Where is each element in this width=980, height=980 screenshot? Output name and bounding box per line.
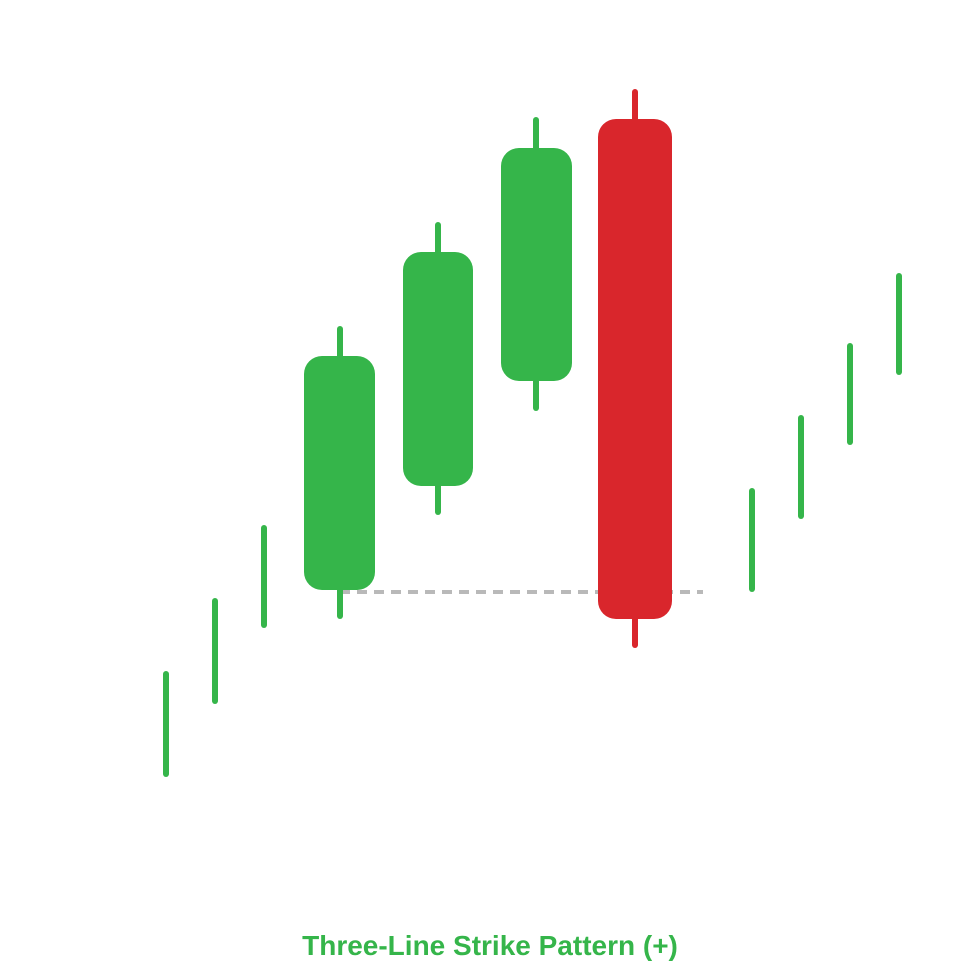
context-tick <box>163 671 169 777</box>
context-tick <box>749 488 755 592</box>
context-tick <box>847 343 853 445</box>
chart-container: Three-Line Strike Pattern (+) <box>0 0 980 980</box>
candle-3-body <box>501 148 572 381</box>
chart-caption: Three-Line Strike Pattern (+) <box>0 930 980 962</box>
candle-2-body <box>403 252 473 486</box>
context-tick <box>798 415 804 519</box>
context-tick <box>212 598 218 704</box>
candlestick-chart <box>0 0 980 980</box>
context-tick <box>896 273 902 375</box>
candle-4-body <box>598 119 672 619</box>
candle-1-body <box>304 356 375 590</box>
context-tick <box>261 525 267 628</box>
